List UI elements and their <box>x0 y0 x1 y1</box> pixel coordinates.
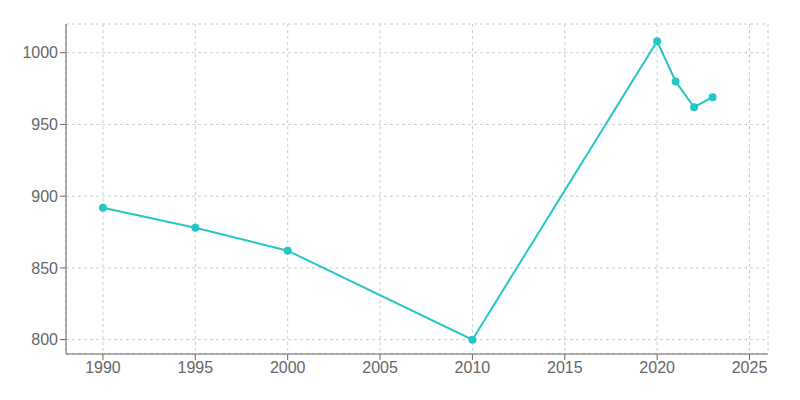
svg-text:2000: 2000 <box>270 359 306 376</box>
svg-text:2020: 2020 <box>639 359 675 376</box>
svg-text:950: 950 <box>31 116 58 133</box>
svg-text:900: 900 <box>31 188 58 205</box>
svg-text:2025: 2025 <box>732 359 768 376</box>
svg-text:2015: 2015 <box>547 359 583 376</box>
svg-text:850: 850 <box>31 260 58 277</box>
svg-text:1000: 1000 <box>22 44 58 61</box>
svg-text:800: 800 <box>31 331 58 348</box>
svg-text:2010: 2010 <box>455 359 491 376</box>
svg-text:1990: 1990 <box>85 359 121 376</box>
svg-text:1995: 1995 <box>178 359 214 376</box>
svg-text:2005: 2005 <box>362 359 398 376</box>
